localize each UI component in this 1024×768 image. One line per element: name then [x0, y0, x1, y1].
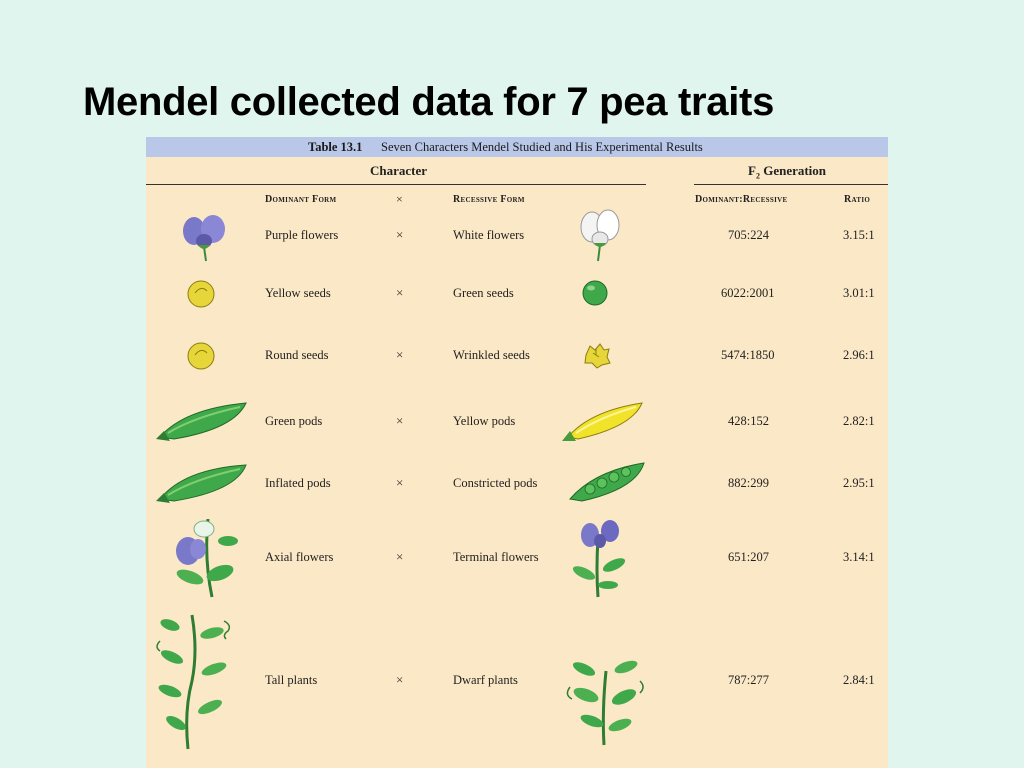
wrinkled-seed-icon [584, 343, 611, 369]
row-2-cross: × [396, 285, 404, 300]
dwarf-plant-icon [566, 660, 644, 746]
row-3-counts: 5474:1850 [721, 348, 775, 362]
col-counts: Dominant:Recessive [695, 194, 788, 205]
col-cross: × [396, 192, 404, 206]
row-6-dominant: Axial flowers [265, 550, 334, 564]
round-seed-icon [187, 342, 215, 370]
constricted-pod-icon [569, 462, 645, 502]
yellow-seed-icon [187, 280, 215, 308]
row-4-recessive: Yellow pods [453, 414, 516, 428]
row-1-dominant: Purple flowers [265, 228, 339, 242]
inflated-pod-icon [156, 464, 247, 503]
group-header-f2: F2 Generation [748, 163, 827, 181]
row-2-dominant: Yellow seeds [265, 286, 331, 300]
group-header-character: Character [370, 163, 428, 178]
row-4-ratio: 2.82:1 [843, 414, 875, 428]
tall-plant-icon [156, 614, 231, 750]
white-flower-icon [580, 209, 620, 262]
row-5-dominant: Inflated pods [265, 476, 331, 490]
row-6-ratio: 3.14:1 [843, 550, 875, 564]
row-7-recessive: Dwarf plants [453, 673, 518, 687]
row-1-counts: 705:224 [728, 228, 769, 242]
f2-rule [694, 184, 888, 185]
table-caption-text: Seven Characters Mendel Studied and His … [381, 140, 703, 154]
col-dominant: Dominant Form [265, 194, 337, 205]
table-caption: Table 13.1 Seven Characters Mendel Studi… [146, 137, 888, 157]
green-pod-icon [156, 402, 247, 441]
col-ratio: Ratio [844, 194, 871, 205]
row-1-cross: × [396, 227, 404, 242]
row-4-counts: 428:152 [728, 414, 769, 428]
row-7-cross: × [396, 672, 404, 687]
character-rule [146, 184, 646, 185]
row-2-recessive: Green seeds [453, 286, 514, 300]
row-2-ratio: 3.01:1 [843, 286, 875, 300]
row-7-dominant: Tall plants [265, 673, 318, 687]
row-6-cross: × [396, 549, 404, 564]
row-1-recessive: White flowers [453, 228, 525, 242]
row-4-dominant: Green pods [265, 414, 323, 428]
row-1-ratio: 3.15:1 [843, 228, 875, 242]
row-3-dominant: Round seeds [265, 348, 329, 362]
row-5-cross: × [396, 475, 404, 490]
table-number: Table 13.1 [308, 140, 363, 154]
row-3-recessive: Wrinkled seeds [453, 348, 530, 362]
slide-title: Mendel collected data for 7 pea traits [83, 80, 775, 124]
axial-flower-icon [176, 519, 238, 598]
row-6-counts: 651:207 [728, 550, 769, 564]
terminal-flower-icon [572, 520, 626, 598]
row-7-counts: 787:277 [728, 673, 769, 687]
yellow-pod-icon [562, 402, 643, 441]
row-2-counts: 6022:2001 [721, 286, 775, 300]
results-table: Table 13.1 Seven Characters Mendel Studi… [146, 137, 888, 768]
row-5-recessive: Constricted pods [453, 476, 538, 490]
purple-flower-icon [183, 215, 225, 262]
row-3-ratio: 2.96:1 [843, 348, 875, 362]
col-recessive: Recessive Form [453, 194, 525, 205]
row-4-cross: × [396, 413, 404, 428]
row-5-counts: 882:299 [728, 476, 769, 490]
row-3-cross: × [396, 347, 404, 362]
row-7-ratio: 2.84:1 [843, 673, 875, 687]
row-6-recessive: Terminal flowers [453, 550, 539, 564]
row-5-ratio: 2.95:1 [843, 476, 875, 490]
green-seed-icon [582, 280, 608, 306]
